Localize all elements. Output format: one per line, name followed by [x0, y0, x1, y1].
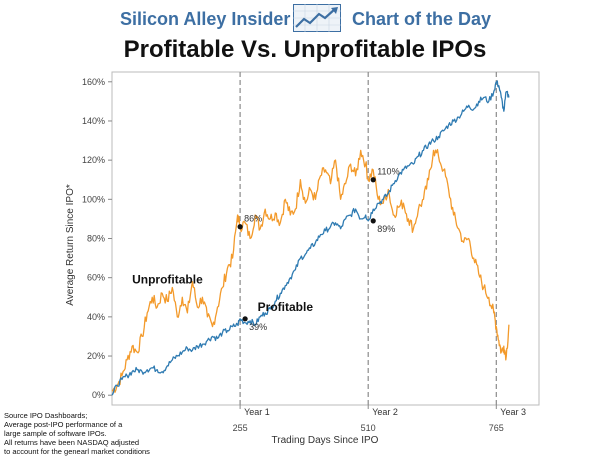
series-line-unprofitable [111, 148, 510, 393]
year-marker-label: Year 2 [372, 407, 398, 417]
series-line-profitable [111, 80, 510, 396]
annotation-dot [370, 218, 376, 224]
value-annotations: 86% 39% 110% 89% [237, 167, 400, 332]
chart-title: Profitable Vs. Unprofitable IPOs [123, 36, 487, 63]
brand-name: Silicon Alley Insider [120, 9, 291, 29]
year-markers: Year 1 Year 2 Year 3 [239, 72, 526, 417]
footnote-line: Source IPO Dashboards; [4, 411, 88, 420]
series-lines [111, 80, 510, 396]
trend-chart-icon [293, 4, 341, 32]
y-axis-title: Average Return Since IPO* [65, 184, 76, 306]
annotation-label: 39% [249, 322, 267, 332]
series-labels: Unprofitable Profitable [132, 273, 313, 314]
y-axis-ticks: 0% 20% 40% 60% 80% 100% 120% 140% 160% [82, 77, 112, 400]
annotation-label: 110% [377, 167, 399, 177]
year-marker-label: Year 1 [244, 407, 270, 417]
x-tick-label: 765 [489, 423, 504, 433]
series-label-unprofitable: Unprofitable [132, 273, 203, 287]
x-tick-label: 255 [233, 423, 248, 433]
footnote-line: Average post-IPO performance of a [4, 420, 123, 429]
source-footnote: Source IPO Dashboards; Average post-IPO … [4, 411, 174, 456]
year-marker-label: Year 3 [500, 407, 526, 417]
y-tick-label: 160% [82, 77, 105, 87]
footnote-line: to account for the genearl market condit… [4, 447, 150, 456]
header-banner: Silicon Alley Insider Chart of the Day [0, 0, 610, 36]
y-tick-label: 140% [82, 116, 105, 126]
y-tick-label: 20% [87, 351, 105, 361]
series-label-profitable: Profitable [258, 300, 314, 314]
annotation-dot [237, 224, 243, 230]
x-axis-ticks: 255 510 765 [233, 405, 504, 433]
tagline: Chart of the Day [352, 9, 492, 29]
footnote-line: large sample of software IPOs. [4, 429, 107, 438]
y-tick-label: 120% [82, 155, 105, 165]
annotation-label: 89% [377, 224, 395, 234]
y-tick-label: 40% [87, 312, 105, 322]
annotation-dot [242, 316, 248, 322]
y-tick-label: 100% [82, 194, 105, 204]
y-tick-label: 80% [87, 234, 105, 244]
y-tick-label: 60% [87, 273, 105, 283]
annotation-label: 86% [244, 214, 262, 224]
y-tick-label: 0% [92, 390, 105, 400]
x-tick-label: 510 [361, 423, 376, 433]
x-axis-title: Trading Days Since IPO [272, 435, 379, 446]
annotation-dot [370, 177, 376, 183]
footnote-line: All returns have been NASDAQ adjusted [4, 438, 140, 447]
